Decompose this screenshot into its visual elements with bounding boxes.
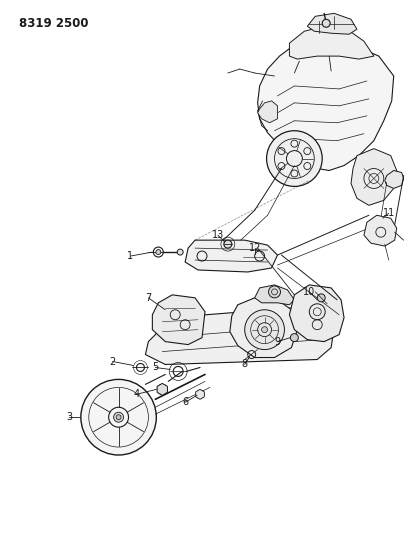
Polygon shape	[145, 308, 333, 365]
Text: 9: 9	[274, 337, 280, 346]
Text: 7: 7	[145, 293, 151, 303]
Text: 6: 6	[182, 397, 188, 407]
Circle shape	[261, 327, 267, 333]
Polygon shape	[289, 285, 343, 342]
Text: 12: 12	[248, 243, 260, 253]
Polygon shape	[289, 26, 373, 59]
Circle shape	[81, 379, 156, 455]
Polygon shape	[229, 298, 297, 358]
Text: 5: 5	[152, 362, 158, 373]
Polygon shape	[350, 149, 396, 205]
Polygon shape	[195, 389, 204, 399]
Circle shape	[317, 294, 324, 302]
Circle shape	[290, 334, 298, 342]
Polygon shape	[185, 240, 277, 272]
Circle shape	[113, 412, 123, 422]
Polygon shape	[157, 383, 167, 395]
Text: 4: 4	[133, 389, 139, 399]
Polygon shape	[384, 171, 402, 188]
Polygon shape	[257, 101, 277, 123]
Text: 11: 11	[382, 208, 394, 219]
Text: 3: 3	[66, 412, 72, 422]
Polygon shape	[307, 13, 356, 34]
FancyBboxPatch shape	[242, 253, 264, 261]
Circle shape	[198, 392, 202, 397]
Polygon shape	[254, 285, 294, 305]
Text: 2: 2	[109, 357, 115, 367]
Polygon shape	[363, 215, 396, 246]
Polygon shape	[152, 295, 204, 345]
Circle shape	[321, 19, 329, 27]
Circle shape	[268, 286, 280, 298]
Circle shape	[177, 249, 183, 255]
Circle shape	[155, 249, 160, 255]
Text: 10: 10	[302, 287, 315, 297]
Circle shape	[223, 240, 231, 248]
Text: 8: 8	[241, 359, 247, 369]
Circle shape	[266, 131, 321, 187]
Circle shape	[244, 310, 284, 350]
Polygon shape	[257, 41, 393, 171]
Circle shape	[116, 415, 121, 419]
Text: 8319 2500: 8319 2500	[19, 17, 89, 30]
Text: 13: 13	[211, 230, 223, 240]
Text: 1: 1	[127, 251, 133, 261]
